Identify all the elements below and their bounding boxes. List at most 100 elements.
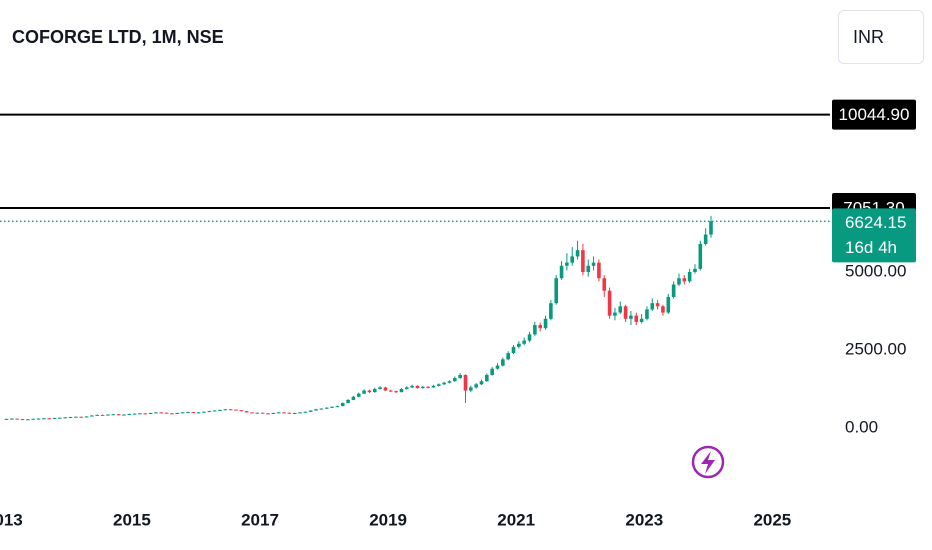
candle-body [501, 359, 505, 366]
candle-body [458, 374, 462, 379]
candle-body [276, 412, 281, 414]
candle-body [111, 414, 116, 416]
candle-body [52, 418, 57, 420]
candle-body [20, 419, 25, 421]
candle-body [260, 412, 265, 414]
candle-body [634, 315, 639, 322]
candle-body [410, 385, 414, 388]
candle-body [287, 412, 292, 414]
candle-body [303, 411, 308, 413]
candle-body [485, 374, 489, 382]
candle-body [511, 346, 516, 354]
candle-body [474, 384, 478, 388]
candle-body [687, 271, 692, 282]
candle-body [324, 407, 329, 409]
candle-body [186, 412, 190, 414]
candle-body [228, 409, 233, 411]
candle-body [506, 353, 510, 360]
candle-body [426, 386, 430, 388]
candle-body [533, 325, 537, 335]
candle-body [164, 412, 169, 414]
candle-body [132, 413, 137, 415]
candle-body [703, 234, 708, 244]
candle-body [522, 340, 526, 344]
candle-body [239, 410, 244, 412]
candle-body [47, 418, 52, 420]
candle-body [554, 278, 559, 304]
candle-body [308, 410, 313, 412]
candle-body [591, 262, 596, 266]
candle-body [250, 412, 254, 414]
candle-body [698, 243, 703, 269]
candle-body [10, 418, 14, 420]
x-tick-label: 2021 [497, 510, 535, 529]
y-tick-label: 0.00 [845, 417, 878, 436]
candle-body [292, 413, 297, 415]
level-label: 10044.90 [839, 105, 910, 124]
candle-body [613, 312, 617, 316]
candle-body [378, 387, 382, 389]
candle-body [100, 414, 105, 416]
candle-body [575, 250, 580, 257]
candle-body [138, 413, 142, 415]
candle-body [549, 303, 553, 319]
currency-button[interactable]: INR [838, 10, 924, 64]
candle-body [218, 409, 222, 411]
candle-body [116, 414, 121, 416]
candle-body [367, 390, 372, 393]
candle-body [517, 343, 521, 347]
candle-body [629, 315, 633, 319]
y-tick-label: 2500.00 [845, 339, 906, 358]
candle-body [586, 265, 591, 272]
candle-body [420, 386, 425, 389]
candle-body [148, 413, 153, 415]
candle-body [207, 411, 212, 413]
candle-body [570, 256, 575, 263]
candle-body [383, 387, 388, 391]
candle-body [340, 403, 345, 407]
candle-body [639, 318, 644, 322]
candle-body [469, 387, 473, 391]
candle-body [447, 381, 452, 383]
candle-body [84, 416, 89, 418]
candle-body [388, 390, 393, 392]
x-tick-label: 2023 [625, 510, 663, 529]
candle-body [68, 417, 73, 419]
candle-body [202, 411, 206, 413]
candle-body [431, 385, 436, 388]
x-tick-label: 2025 [753, 510, 791, 529]
candle-body [282, 412, 286, 414]
candle-body [223, 409, 228, 411]
candle-body [661, 306, 665, 313]
candle-body [479, 381, 484, 385]
y-tick-label: 5000.00 [845, 261, 906, 280]
candle-body [645, 309, 649, 319]
candle-body [90, 415, 94, 417]
candle-body [372, 388, 377, 393]
candle-body [271, 413, 276, 415]
candle-body [527, 334, 532, 341]
candle-body [693, 268, 697, 272]
candle-body [31, 418, 35, 420]
candle-body [415, 385, 420, 389]
candle-body [404, 387, 409, 389]
candle-body [143, 413, 148, 415]
candle-body [453, 378, 457, 382]
candle-body [602, 278, 607, 291]
candle-body [597, 262, 601, 279]
candle-body [122, 414, 126, 416]
candle-body [175, 413, 180, 415]
x-tick-label: 2017 [241, 510, 279, 529]
candle-body [191, 412, 196, 414]
candle-body [234, 409, 238, 411]
last-price-box [832, 208, 916, 263]
candle-body [170, 413, 174, 415]
countdown-label: 16d 4h [845, 238, 897, 257]
lightning-icon[interactable] [691, 445, 725, 479]
candle-body [671, 284, 676, 297]
candle-body [495, 365, 500, 369]
candle-body [463, 374, 468, 391]
candle-body [106, 414, 110, 416]
